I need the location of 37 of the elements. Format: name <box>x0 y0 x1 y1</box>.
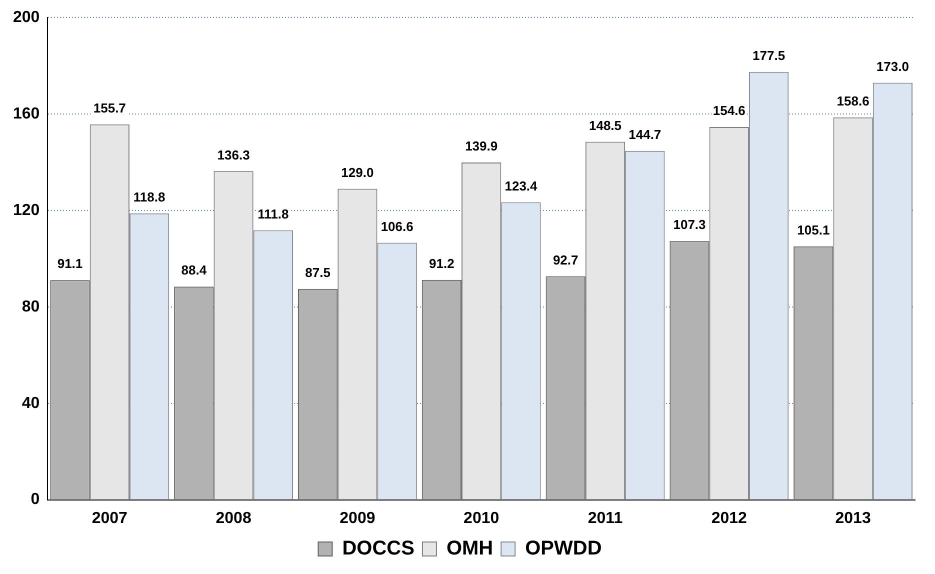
data-label: 123.4 <box>504 178 538 194</box>
data-label: 139.9 <box>465 138 498 154</box>
data-label: 148.5 <box>588 118 622 133</box>
x-tick-label: 2009 <box>340 510 376 527</box>
data-label: 92.7 <box>552 252 578 268</box>
x-tick-label: 2010 <box>464 510 500 527</box>
x-tick-label: 2007 <box>92 510 128 527</box>
data-label: 87.5 <box>305 264 330 280</box>
x-tick-label: 2011 <box>588 510 623 527</box>
data-label: 136.3 <box>217 147 250 162</box>
data-label: 106.6 <box>380 218 414 234</box>
data-label: 105.1 <box>797 222 830 238</box>
y-tick-label: 80 <box>22 298 40 316</box>
data-label: 144.7 <box>628 127 662 142</box>
data-label: 91.1 <box>57 256 83 272</box>
data-label: 173.0 <box>876 58 909 74</box>
y-tick-label: 200 <box>12 9 40 26</box>
data-label: 88.4 <box>181 262 208 278</box>
data-label: 118.8 <box>133 189 166 204</box>
x-tick-label: 2013 <box>835 510 871 527</box>
x-tick-label: 2012 <box>711 510 748 527</box>
data-label: 91.2 <box>429 256 454 271</box>
legend-label: DOCCS <box>342 538 414 560</box>
data-label: 111.8 <box>258 206 289 222</box>
legend-label: OPWDD <box>525 538 602 560</box>
data-label: 158.6 <box>836 93 870 108</box>
y-tick-label: 0 <box>30 491 40 508</box>
x-tick-label: 2008 <box>216 510 252 527</box>
data-label: 129.0 <box>341 164 374 180</box>
data-label: 107.3 <box>673 217 706 232</box>
legend-label: OMH <box>446 538 494 560</box>
data-label: 154.6 <box>712 103 746 118</box>
y-tick-label: 120 <box>12 202 40 219</box>
y-tick-label: 40 <box>22 394 40 412</box>
data-label: 177.5 <box>752 48 786 63</box>
data-label: 155.7 <box>93 100 126 116</box>
y-tick-label: 160 <box>12 105 40 122</box>
